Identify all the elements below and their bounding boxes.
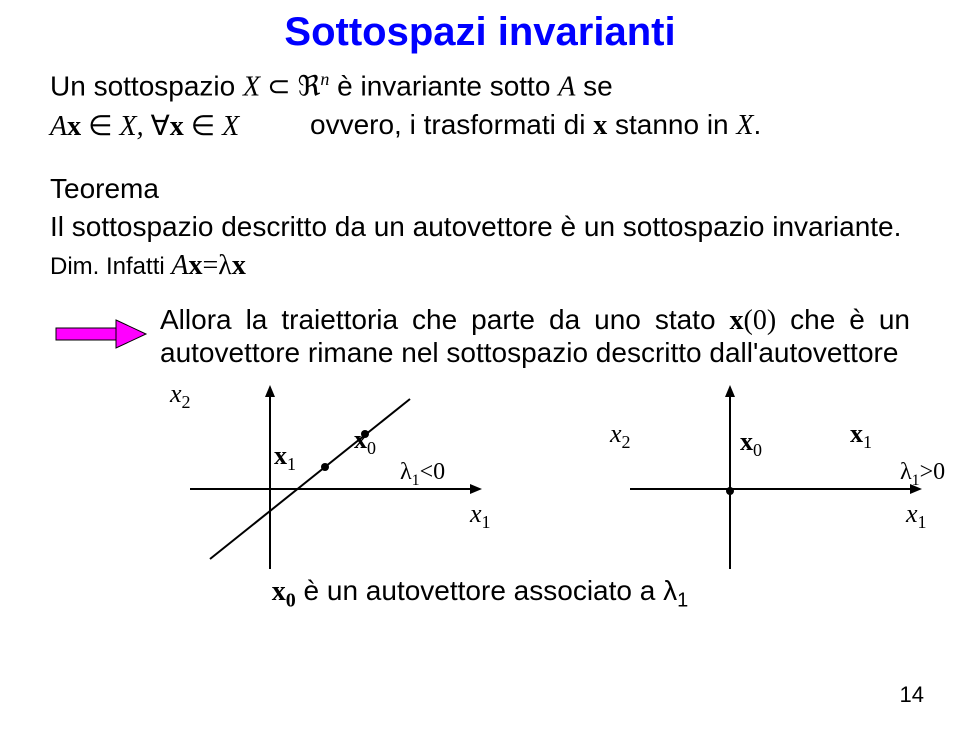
t: x: [740, 427, 753, 456]
teorema-label: Teorema: [50, 173, 910, 205]
t: X,: [120, 111, 151, 142]
t: x: [67, 111, 81, 142]
x1-axis-label: x1: [906, 499, 927, 533]
t: 2: [622, 433, 631, 453]
t: 2: [182, 393, 191, 413]
t: λ: [400, 459, 412, 485]
t: x: [354, 425, 367, 454]
line-2-left: Ax ∈ X, ∀x ∈ X: [50, 109, 310, 143]
t: .: [754, 109, 762, 140]
t: 0: [367, 439, 376, 459]
t: <0: [420, 459, 446, 485]
t: x: [170, 111, 184, 142]
t: è un autovettore associato a λ: [296, 575, 677, 606]
t: 1: [287, 455, 296, 475]
t: Allora la traiettoria che parte da uno s…: [160, 304, 730, 335]
t: A: [171, 250, 188, 281]
allora-row: Allora la traiettoria che parte da uno s…: [50, 304, 910, 369]
t: x: [274, 441, 287, 470]
theorem-body: Il sottospazio descritto da un autovetto…: [50, 211, 910, 243]
t: X: [243, 71, 260, 102]
t: x: [850, 419, 863, 448]
x1-point-label: x1: [850, 419, 872, 453]
lambda-label-right: λ1>0: [900, 459, 945, 490]
x2-axis-label: x2: [610, 419, 631, 453]
diagrams: x2 x1 x1 x0 λ1<0: [170, 379, 870, 579]
t: x: [610, 419, 622, 448]
t: stanno in: [607, 109, 736, 140]
t: 0: [753, 441, 762, 461]
x2-axis-label: x2: [170, 379, 191, 413]
t: A: [558, 71, 575, 102]
t: ∈: [81, 111, 119, 142]
t: ∈: [184, 111, 222, 142]
t: x: [232, 250, 246, 281]
arrow-cell: [50, 304, 160, 359]
t: λ: [900, 459, 912, 485]
t: 1: [918, 513, 927, 533]
diagram-left: x2 x1 x1 x0 λ1<0: [170, 379, 570, 579]
line-2: Ax ∈ X, ∀x ∈ X ovvero, i trasformati di …: [50, 109, 910, 143]
page-number: 14: [900, 682, 924, 708]
t: Il sottospazio descritto da un autovetto…: [50, 211, 901, 242]
dim-line: Dim. Infatti Ax=λx: [50, 249, 910, 282]
footer-line: x0 è un autovettore associato a λ1: [50, 575, 910, 613]
t: ovvero, i trasformati di: [310, 109, 593, 140]
t: Dim.: [50, 253, 99, 280]
page-title: Sottospazi invarianti: [50, 10, 910, 55]
t: x: [170, 379, 182, 408]
t: >0: [920, 459, 946, 485]
t: 1: [412, 472, 420, 489]
line-2-right: ovvero, i trasformati di x stanno in X.: [310, 109, 761, 143]
t: Un sottospazio: [50, 70, 243, 101]
t: (0): [744, 305, 777, 336]
x1-axis-label: x1: [470, 499, 491, 533]
t: x: [188, 250, 202, 281]
t: Infatti: [99, 253, 171, 280]
t: 1: [482, 513, 491, 533]
diagram-left-svg: [170, 379, 570, 579]
arrow-icon: [50, 314, 150, 354]
x1-point-label: x1: [274, 441, 296, 475]
diagram-right: x2 x1 x0 x1 λ1>0: [570, 379, 960, 579]
t: X: [736, 110, 753, 141]
t: è invariante sotto: [329, 70, 558, 101]
allora-text: Allora la traiettoria che parte da uno s…: [160, 304, 910, 369]
line-1: Un sottospazio X ⊂ ℜn è invariante sotto…: [50, 69, 910, 103]
t: se: [575, 70, 612, 101]
t: 1: [863, 433, 872, 453]
slide: Sottospazi invarianti Un sottospazio X ⊂…: [0, 0, 960, 738]
t: 14: [900, 682, 924, 707]
t: 0: [286, 590, 296, 612]
lambda-label-left: λ1<0: [400, 459, 445, 490]
t: x: [730, 305, 744, 336]
t: =λ: [202, 250, 231, 281]
t: x: [272, 576, 286, 607]
x0-point-label: x0: [740, 427, 762, 461]
t: x: [470, 499, 482, 528]
title-text: Sottospazi invarianti: [284, 10, 675, 54]
t: X: [222, 111, 239, 142]
x0-point-label: x0: [354, 425, 376, 459]
t: 1: [677, 590, 688, 612]
t: 1: [912, 472, 920, 489]
t: ⊂ ℜ: [260, 71, 320, 102]
t: x: [593, 110, 607, 141]
t: ∀: [151, 111, 170, 142]
t: Teorema: [50, 173, 159, 204]
t: x: [906, 499, 918, 528]
t: A: [50, 111, 67, 142]
